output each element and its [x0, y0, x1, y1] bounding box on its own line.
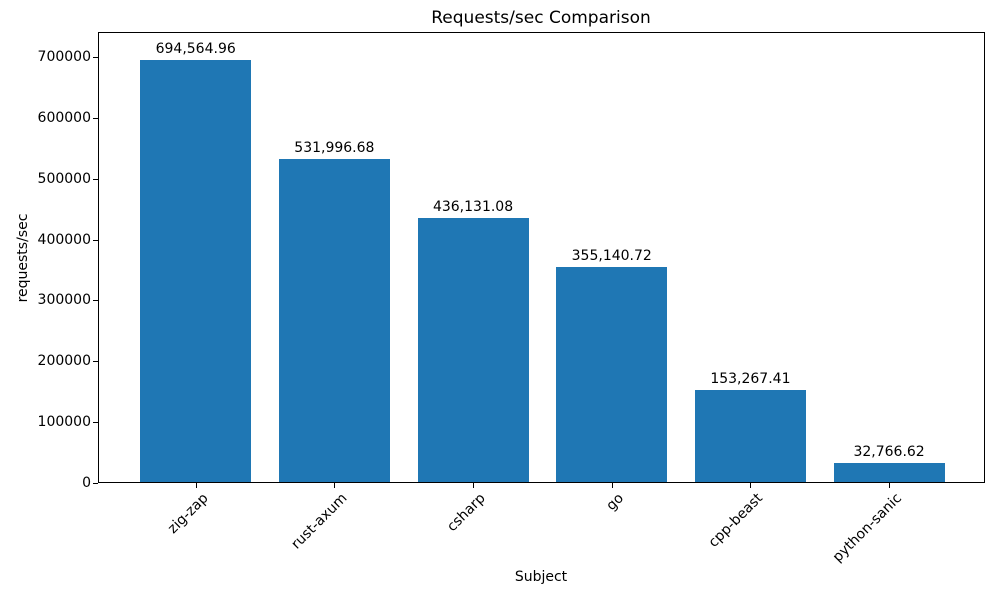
bar-value-label: 531,996.68 [294, 140, 375, 157]
y-tick-label: 0 [82, 475, 91, 491]
y-tick-mark [93, 117, 98, 119]
bar-zig-zap [140, 60, 252, 482]
bar-go [556, 266, 668, 482]
chart-title: Requests/sec Comparison [431, 8, 651, 28]
y-tick-label: 700000 [37, 49, 91, 65]
x-tick-mark [889, 483, 891, 488]
x-tick-label-go: go [603, 490, 628, 514]
y-tick-label: 500000 [37, 170, 91, 187]
y-axis-label: requests/sec [15, 213, 31, 303]
x-tick-mark [334, 483, 336, 488]
x-tick-mark [750, 483, 752, 488]
y-tick-mark [93, 483, 98, 484]
bar-csharp [417, 217, 529, 482]
y-tick-label: 200000 [37, 353, 91, 370]
x-tick-mark [611, 483, 613, 488]
bar-value-label: 32,766.62 [853, 444, 925, 461]
x-tick-label-python-sanic: python-sanic [829, 490, 905, 566]
y-tick-mark [93, 361, 98, 363]
x-tick-mark [195, 483, 197, 488]
x-tick-mark [473, 483, 475, 488]
y-tick-label: 300000 [37, 292, 91, 309]
y-tick-label: 600000 [37, 109, 91, 126]
bar-value-label: 153,267.41 [710, 370, 791, 387]
bar-value-label: 436,131.08 [432, 198, 514, 215]
y-tick-mark [93, 57, 98, 58]
bar-python-sanic [833, 463, 945, 482]
bar-value-label: 355,140.72 [571, 247, 652, 264]
y-tick-mark [93, 239, 98, 241]
y-tick-mark [93, 422, 98, 424]
y-tick-label: 400000 [37, 231, 91, 248]
y-tick-label: 100000 [37, 414, 91, 431]
bar-rust-axum [278, 159, 390, 482]
x-tick-label-rust-axum: rust-axum [287, 490, 350, 553]
bar-cpp-beast [694, 389, 806, 482]
x-axis-label: Subject [514, 569, 568, 585]
bar-value-label: 694,564.96 [155, 41, 236, 58]
x-tick-label-cpp-beast: cpp-beast [705, 490, 767, 551]
y-tick-mark [93, 178, 98, 180]
x-tick-label-zig-zap: zig-zap [164, 490, 212, 537]
x-tick-label-csharp: csharp [444, 490, 489, 535]
y-tick-mark [93, 300, 98, 302]
